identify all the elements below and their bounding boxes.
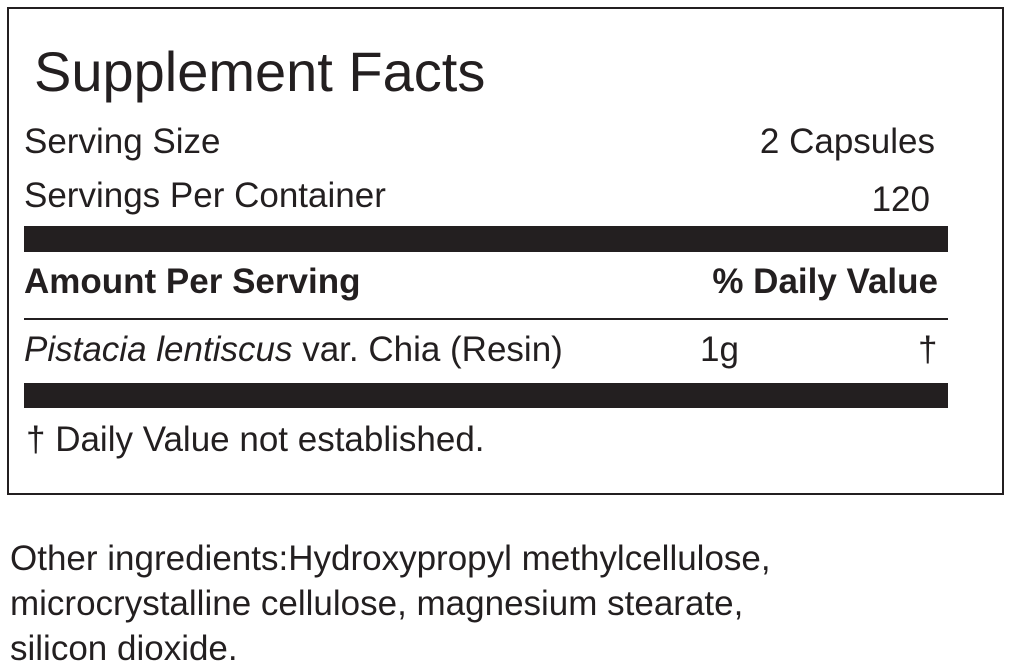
- ingredient-name: Pistacia lentiscus var. Chia (Resin): [24, 332, 563, 367]
- other-ingredients-line: Other ingredients:Hydroxypropyl methylce…: [10, 539, 771, 578]
- footnote: † Daily Value not established.: [26, 420, 485, 459]
- amount-header: Amount Per Serving: [24, 262, 361, 301]
- thin-rule: [24, 318, 948, 320]
- other-ingredients: Other ingredients:Hydroxypropyl methylce…: [10, 536, 771, 666]
- facts-box: [7, 7, 1004, 495]
- other-ingredients-line: microcrystalline cellulose, magnesium st…: [10, 584, 744, 623]
- servings-value: 120: [871, 180, 930, 219]
- servings-label: Servings Per Container: [24, 176, 386, 215]
- ingredient-amount: 1g: [700, 330, 739, 369]
- other-ingredients-line: silicon dioxide.: [10, 629, 238, 666]
- thick-rule: [24, 383, 948, 408]
- ingredient-variety: var. Chia (Resin): [302, 330, 563, 369]
- ingredient-latin-name: Pistacia lentiscus: [24, 330, 293, 369]
- title: Supplement Facts: [34, 40, 486, 103]
- thick-rule: [24, 226, 948, 252]
- ingredient-daily-value: †: [918, 330, 938, 369]
- serving-size-value: 2 Capsules: [759, 122, 935, 161]
- daily-value-header: % Daily Value: [712, 262, 938, 301]
- serving-size-label: Serving Size: [24, 122, 221, 161]
